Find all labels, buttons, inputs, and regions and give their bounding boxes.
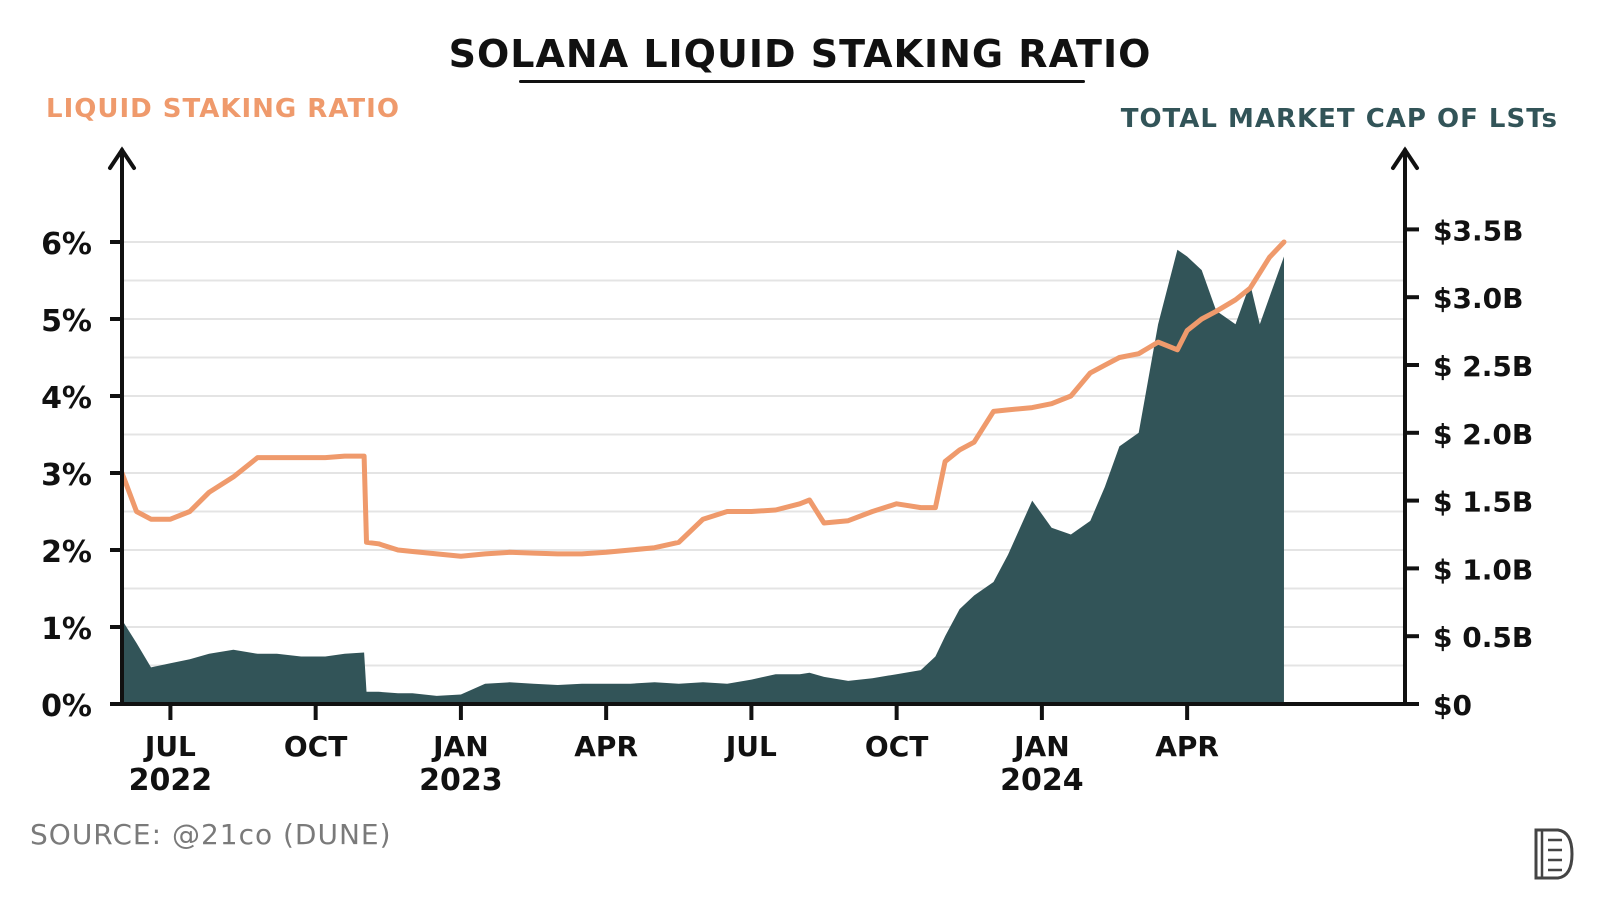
x-tick-label: OCT — [284, 730, 347, 763]
left-axis-ticks: 0% 1% 2% 3% 4% 5% 6% — [41, 227, 122, 724]
chart-title: SOLANA LIQUID STAKING RATIO — [448, 32, 1152, 76]
right-tick-label: $3.5B — [1433, 214, 1523, 247]
right-tick-label: $ 2.0B — [1433, 418, 1533, 451]
left-axis-arrow-icon — [108, 146, 136, 170]
right-tick-label: $ 0.5B — [1433, 621, 1533, 654]
x-tick-label: OCT — [865, 730, 928, 763]
x-tick-label: APR — [574, 730, 638, 763]
right-tick-label: $0 — [1433, 689, 1472, 722]
x-tick-label: JUL — [143, 730, 196, 763]
left-axis-label: LIQUID STAKING RATIO — [46, 94, 400, 124]
left-tick-label: 4% — [41, 381, 92, 416]
source-note: SOURCE: @21co (DUNE) — [30, 818, 392, 851]
left-tick-label: 3% — [41, 458, 92, 493]
publisher-logo-icon — [1534, 828, 1574, 880]
right-tick-label: $ 1.0B — [1433, 553, 1533, 586]
market-cap-area — [122, 249, 1284, 704]
left-tick-label: 0% — [41, 689, 92, 724]
x-tick-year: 2024 — [1000, 763, 1084, 798]
left-tick-label: 6% — [41, 227, 92, 262]
right-tick-label: $3.0B — [1433, 282, 1523, 315]
x-tick-label: JUL — [724, 730, 777, 763]
x-tick-year: 2023 — [419, 763, 503, 798]
left-tick-label: 2% — [41, 535, 92, 570]
staking-ratio-line — [119, 239, 1287, 559]
x-tick-year: 2022 — [129, 763, 213, 798]
x-tick-label: JAN — [1012, 730, 1070, 763]
x-tick-label: APR — [1155, 730, 1219, 763]
right-tick-label: $ 2.5B — [1433, 350, 1533, 383]
left-tick-label: 1% — [41, 612, 92, 647]
x-tick-label: JAN — [431, 730, 489, 763]
title-underline — [519, 80, 1085, 83]
left-tick-label: 5% — [41, 304, 92, 339]
right-tick-label: $ 1.5B — [1433, 486, 1533, 519]
right-axis-arrow-icon — [1391, 146, 1419, 170]
right-axis-ticks: $0 $ 0.5B $ 1.0B $ 1.5B $ 2.0B $ 2.5B $3.0B $3.… — [1405, 214, 1533, 722]
right-axis-label: TOTAL MARKET CAP OF LSTs — [1120, 104, 1558, 134]
